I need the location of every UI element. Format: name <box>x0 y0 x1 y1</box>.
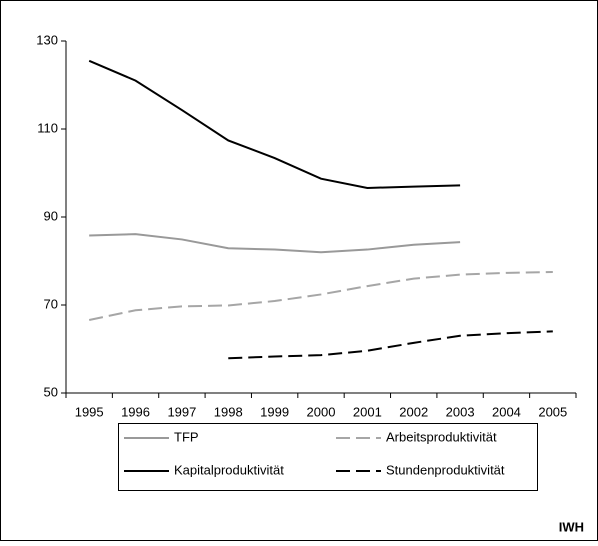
legend-label: Arbeitsproduktivität <box>386 429 497 444</box>
x-tick-label: 2004 <box>492 404 521 419</box>
series-line <box>88 271 553 321</box>
y-tick-label: 70 <box>44 296 58 311</box>
y-tick-label: 50 <box>44 384 58 399</box>
x-tick-label: 1998 <box>214 404 243 419</box>
y-tick-label: 130 <box>36 32 58 47</box>
series-line <box>228 330 553 360</box>
x-tick-label: 2002 <box>399 404 428 419</box>
x-tick-label: 1995 <box>75 404 104 419</box>
legend-box <box>118 423 538 491</box>
legend-label: Kapitalproduktivität <box>174 462 284 477</box>
x-tick-label: 2001 <box>353 404 382 419</box>
x-tick-label: 2003 <box>446 404 475 419</box>
x-tick-label: 1999 <box>260 404 289 419</box>
x-tick-label: 1996 <box>121 404 150 419</box>
annotation: IWH <box>559 519 584 534</box>
legend-label: TFP <box>174 429 199 444</box>
x-tick-label: 2005 <box>538 404 567 419</box>
legend-label: Stundenproduktivität <box>386 462 505 477</box>
y-tick-label: 90 <box>44 208 58 223</box>
x-tick-label: 2000 <box>307 404 336 419</box>
x-tick-label: 1997 <box>167 404 196 419</box>
series-line <box>89 233 461 254</box>
y-tick-label: 110 <box>37 120 58 135</box>
series-line <box>88 59 461 189</box>
